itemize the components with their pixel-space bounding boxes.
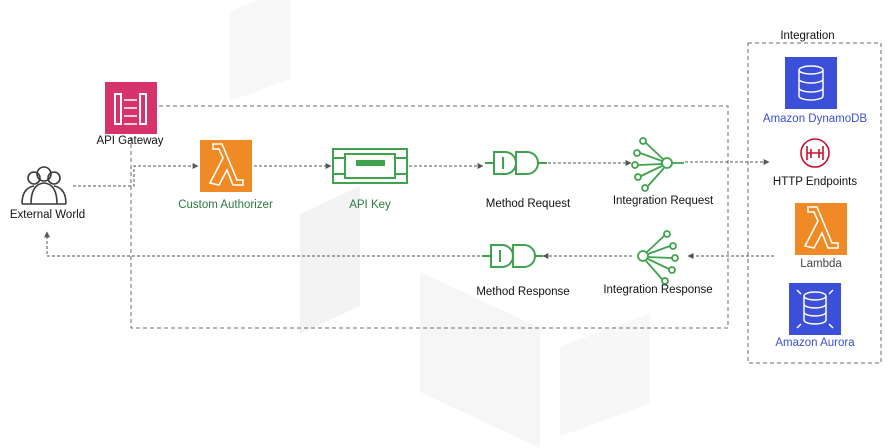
aurora-icon <box>789 283 841 335</box>
api-gateway-icon <box>105 82 157 134</box>
plug-icon <box>482 244 543 268</box>
aurora-label: Amazon Aurora <box>775 337 855 349</box>
users-icon <box>21 166 67 205</box>
external-world-label: External World <box>9 209 86 221</box>
flow-method-response-to-external <box>44 231 480 257</box>
lambda-icon <box>795 203 847 255</box>
integration-icon <box>637 230 679 285</box>
api-key-label: API Key <box>349 199 391 211</box>
dynamodb-label: Amazon DynamoDB <box>762 113 868 125</box>
http-endpoints-label: HTTP Endpoints <box>772 176 858 188</box>
integration-group-label: Integration <box>780 30 835 42</box>
diagram-lines <box>21 42 882 364</box>
lambda-icon <box>200 140 252 192</box>
method-request-label: Method Request <box>485 198 571 210</box>
integration-request-label: Integration Request <box>612 195 714 207</box>
dynamodb-icon <box>785 57 837 109</box>
lambda-label: Lambda <box>800 258 842 270</box>
integration-response-label: Integration Response <box>603 284 713 296</box>
custom-authorizer-label: Custom Authorizer <box>178 199 273 211</box>
diagram-canvas: API Gateway External World Custom Author… <box>9 30 882 364</box>
plug-icon <box>485 151 547 175</box>
api-gateway-label: API Gateway <box>96 135 164 147</box>
api-gateway-boundary <box>130 105 729 329</box>
http-endpoint-icon <box>800 138 830 168</box>
integration-icon <box>631 137 684 192</box>
flow-external-to-authorizer <box>73 163 199 187</box>
api-key-icon <box>332 148 408 184</box>
integration-boundary <box>747 42 882 364</box>
method-response-label: Method Response <box>476 286 570 298</box>
